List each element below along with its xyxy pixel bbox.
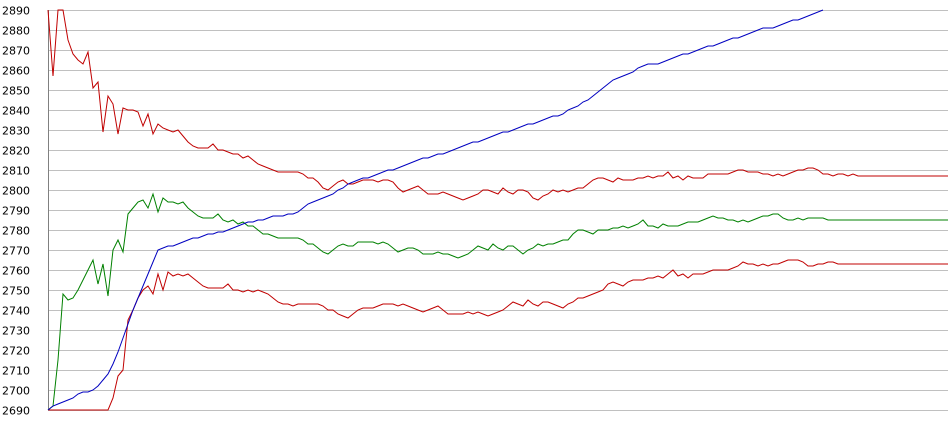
- series-line-1: [47, 9, 948, 201]
- y-tick-label: 2890: [2, 5, 30, 18]
- y-tick-label: 2730: [2, 325, 30, 338]
- y-tick-label: 2860: [2, 65, 30, 78]
- y-tick-label: 2780: [2, 225, 30, 238]
- y-tick-label: 2720: [2, 345, 30, 358]
- y-tick-label: 2790: [2, 205, 30, 218]
- y-tick-label: 2800: [2, 185, 30, 198]
- y-tick-label: 2710: [2, 365, 30, 378]
- y-tick-label: 2840: [2, 105, 30, 118]
- y-tick-label: 2760: [2, 265, 30, 278]
- y-axis-tick-labels: 2890 2880 2870 2860 2850 2840 2830 2820 2810 2800…: [2, 5, 30, 418]
- y-tick-label: 2810: [2, 165, 30, 178]
- y-tick-label: 2770: [2, 245, 30, 258]
- series-lines: [47, 9, 948, 411]
- y-tick-label: 2690: [2, 405, 30, 418]
- series-line-2: [47, 192, 948, 411]
- series-line-3: [48, 259, 948, 411]
- y-tick-label: 2850: [2, 85, 30, 98]
- y-tick-label: 2700: [2, 385, 30, 398]
- y-tick-label: 2750: [2, 285, 30, 298]
- y-tick-label: 2820: [2, 145, 30, 158]
- y-tick-label: 2740: [2, 305, 30, 318]
- series-line-4: [47, 9, 824, 411]
- y-tick-label: 2830: [2, 125, 30, 138]
- y-tick-label: 2880: [2, 25, 30, 38]
- grid-lines: [48, 10, 948, 411]
- y-tick-label: 2870: [2, 45, 30, 58]
